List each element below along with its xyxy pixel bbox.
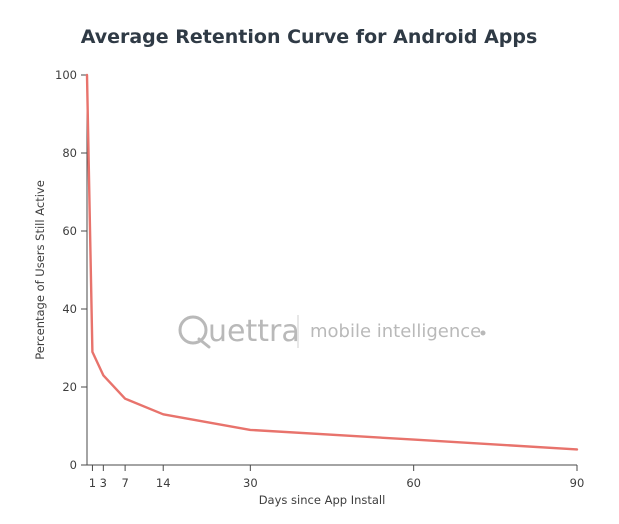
watermark: uettra mobile intelligence	[178, 314, 486, 349]
watermark-brand: uettra	[208, 314, 300, 349]
x-tick-label: 30	[243, 476, 258, 490]
watermark-tagline: mobile intelligence	[310, 321, 481, 342]
quettra-q-logo-icon	[178, 315, 211, 349]
y-tick-label: 100	[55, 68, 77, 82]
y-tick-label: 20	[62, 380, 77, 394]
y-axis-label: Percentage of Users Still Active	[33, 180, 47, 360]
watermark-dot	[480, 330, 486, 336]
y-tick-label: 60	[62, 224, 77, 238]
x-tick-label: 90	[570, 476, 585, 490]
x-tick-label: 14	[156, 476, 171, 490]
chart-title: Average Retention Curve for Android Apps	[81, 26, 538, 48]
axes	[86, 75, 577, 466]
x-tick-label: 60	[406, 476, 421, 490]
y-ticks: 0 20 40 60 80 100	[55, 68, 87, 472]
y-tick-label: 0	[70, 458, 77, 472]
x-tick-label: 1	[89, 476, 96, 490]
retention-series-line	[85, 73, 579, 451]
x-tick-label: 3	[100, 476, 107, 490]
x-ticks: 1 3 7 14 30 60 90	[89, 465, 585, 490]
y-tick-label: 40	[62, 302, 77, 316]
x-axis-label: Days since App Install	[259, 493, 386, 507]
x-tick-label: 7	[121, 476, 128, 490]
series-layer	[85, 73, 579, 451]
y-tick-label: 80	[62, 146, 77, 160]
